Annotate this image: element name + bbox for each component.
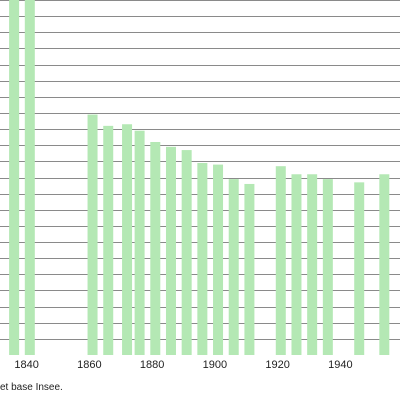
- bar-1906: [228, 179, 239, 355]
- bar-1861: [87, 114, 98, 356]
- bar-1936: [322, 179, 333, 355]
- x-tick-label-1840: 1840: [14, 359, 38, 371]
- bar-1946: [354, 182, 365, 355]
- bar-1926: [291, 174, 302, 355]
- bar-1901: [213, 164, 224, 355]
- bar-1881: [150, 142, 161, 355]
- bars: [9, 0, 390, 356]
- bar-1872: [122, 124, 133, 355]
- bar-1866: [103, 125, 114, 355]
- bar-1891: [181, 150, 192, 355]
- bar-1954: [379, 174, 390, 355]
- bar-1921: [275, 166, 286, 355]
- x-tick-label-1860: 1860: [77, 359, 101, 371]
- x-tick-label-1920: 1920: [265, 359, 289, 371]
- x-axis-tick-labels: 1840 1860 1880 1900 1920 1940: [14, 359, 352, 371]
- gridlines: [0, 0, 400, 340]
- bar-1841: [24, 0, 35, 355]
- bar-1886: [165, 146, 176, 355]
- bar-1931: [307, 174, 318, 355]
- x-tick-label-1900: 1900: [203, 359, 227, 371]
- x-tick-label-1880: 1880: [140, 359, 164, 371]
- bar-1836: [9, 0, 20, 355]
- source-note: et base Insee.: [0, 382, 63, 393]
- bar-1896: [197, 162, 208, 355]
- x-tick-label-1940: 1940: [328, 359, 352, 371]
- bar-1911: [244, 183, 255, 355]
- bar-1876: [134, 130, 145, 355]
